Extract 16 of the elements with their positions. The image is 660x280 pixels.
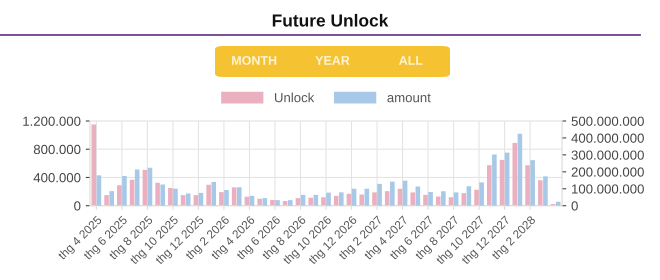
y2-tick-label: 400.000.000	[571, 134, 644, 143]
y-tick-label: 800.000	[34, 144, 80, 154]
y-tick-label: 400.000	[34, 173, 80, 182]
text: MONTH	[232, 56, 276, 65]
y2-tick-label: 0	[572, 201, 578, 211]
text: YEAR	[315, 56, 350, 65]
y2-tick-label: 200.000.000	[572, 167, 644, 177]
y2-tick-label: 300.000.000	[572, 150, 644, 160]
y-tick-label: 0	[74, 201, 80, 211]
y-tick-label: 1.200.000	[23, 116, 80, 126]
legend-label: Unlock	[274, 92, 314, 102]
text: ALL	[398, 56, 423, 65]
legend-label: amount	[387, 94, 431, 102]
chart-title: Future Unlock	[272, 14, 388, 27]
y2-tick-label: 100.000.000	[572, 184, 644, 194]
y2-tick-label: 500.000.000	[572, 116, 644, 126]
